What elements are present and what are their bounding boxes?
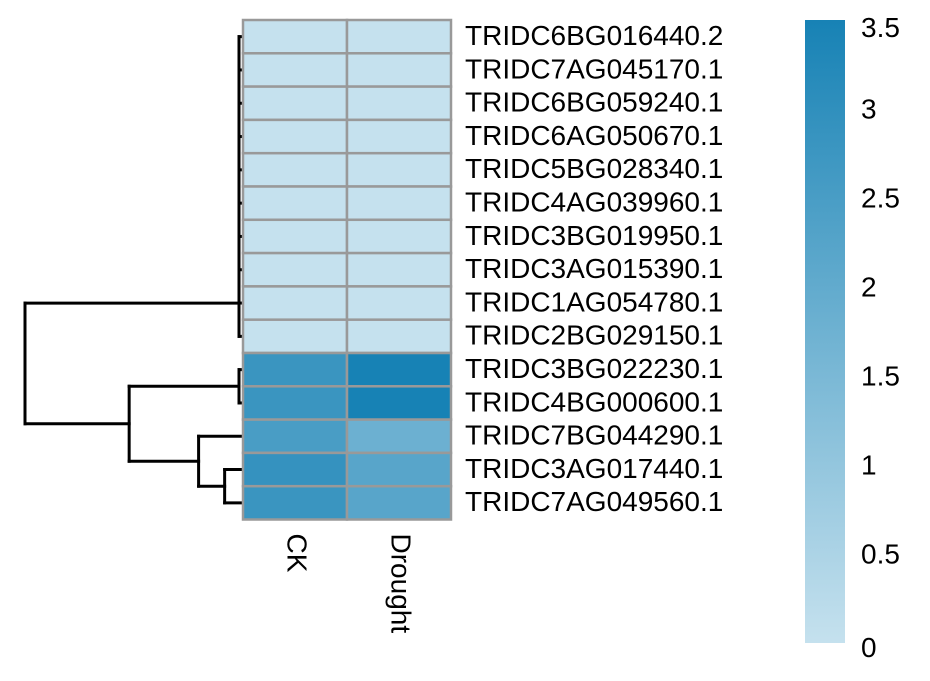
row-label: TRIDC7AG049560.1	[465, 486, 723, 517]
row-dendrogram	[23, 35, 244, 505]
heatmap-cell	[345, 451, 453, 488]
row-label: TRIDC3AG015390.1	[465, 253, 723, 284]
heatmap-cell	[345, 218, 453, 255]
heatmap-cell	[345, 351, 453, 388]
heatmap-cell	[345, 151, 453, 188]
colorbar-tick-label: 2	[861, 271, 877, 302]
colorbar-tick-label: 3.5	[861, 12, 900, 43]
heatmap-cell	[241, 484, 349, 521]
column-labels: CK Drought	[282, 534, 417, 634]
colorbar-gradient	[805, 20, 845, 643]
heatmap-cell	[241, 351, 349, 388]
heatmap-cell	[241, 118, 349, 155]
heatmap-cells	[241, 18, 453, 521]
heatmap-cell	[241, 18, 349, 55]
colorbar-tick-label: 0	[861, 632, 877, 663]
heatmap-cell	[241, 385, 349, 421]
heatmap-cell	[241, 285, 349, 321]
colorbar-tick-label: 2.5	[861, 182, 900, 213]
row-labels: TRIDC6BG016440.2TRIDC7AG045170.1TRIDC6BG…	[465, 20, 723, 517]
colorbar-tick-label: 3	[861, 93, 877, 124]
heatmap-cell	[241, 451, 349, 488]
heatmap-cell	[241, 185, 349, 222]
heatmap-cell	[345, 85, 453, 122]
row-label: TRIDC3BG022230.1	[465, 353, 723, 384]
heatmap-cell	[241, 218, 349, 255]
row-label: TRIDC4BG000600.1	[465, 386, 723, 417]
row-label: TRIDC7BG044290.1	[465, 420, 723, 451]
row-label: TRIDC7AG045170.1	[465, 53, 723, 84]
colorbar-tick-label: 1.5	[861, 360, 900, 391]
color-scale-legend: 0 0.5 1 1.5 2 2.5 3 3.5	[805, 12, 900, 663]
column-label: Drought	[386, 534, 417, 634]
row-label: TRIDC5BG028340.1	[465, 153, 723, 184]
row-label: TRIDC2BG029150.1	[465, 320, 723, 351]
heatmap-cell	[345, 185, 453, 222]
heatmap-cell	[345, 251, 453, 288]
row-label: TRIDC1AG054780.1	[465, 286, 723, 317]
heatmap-cell	[345, 118, 453, 155]
heatmap-cell	[345, 484, 453, 521]
heatmap-cell	[241, 85, 349, 122]
heatmap-cell	[345, 418, 453, 455]
heatmap-cell	[345, 285, 453, 321]
colorbar-tick-label: 0.5	[861, 538, 900, 569]
column-label: CK	[282, 534, 313, 573]
heatmap-cell	[241, 418, 349, 455]
heatmap-cell	[345, 318, 453, 355]
heatmap-cell	[241, 52, 349, 88]
row-label: TRIDC6BG016440.2	[465, 20, 723, 51]
row-label: TRIDC3AG017440.1	[465, 453, 723, 484]
row-label: TRIDC6AG050670.1	[465, 120, 723, 151]
colorbar-tick-label: 1	[861, 449, 877, 480]
row-label: TRIDC3BG019950.1	[465, 220, 723, 251]
heatmap-cell	[241, 151, 349, 188]
heatmap-cell	[241, 318, 349, 355]
heatmap-cell	[345, 385, 453, 421]
heatmap-cell	[345, 52, 453, 88]
heatmap-cell	[241, 251, 349, 288]
row-label: TRIDC4AG039960.1	[465, 187, 723, 218]
heatmap-cell	[345, 18, 453, 55]
row-label: TRIDC6BG059240.1	[465, 87, 723, 118]
